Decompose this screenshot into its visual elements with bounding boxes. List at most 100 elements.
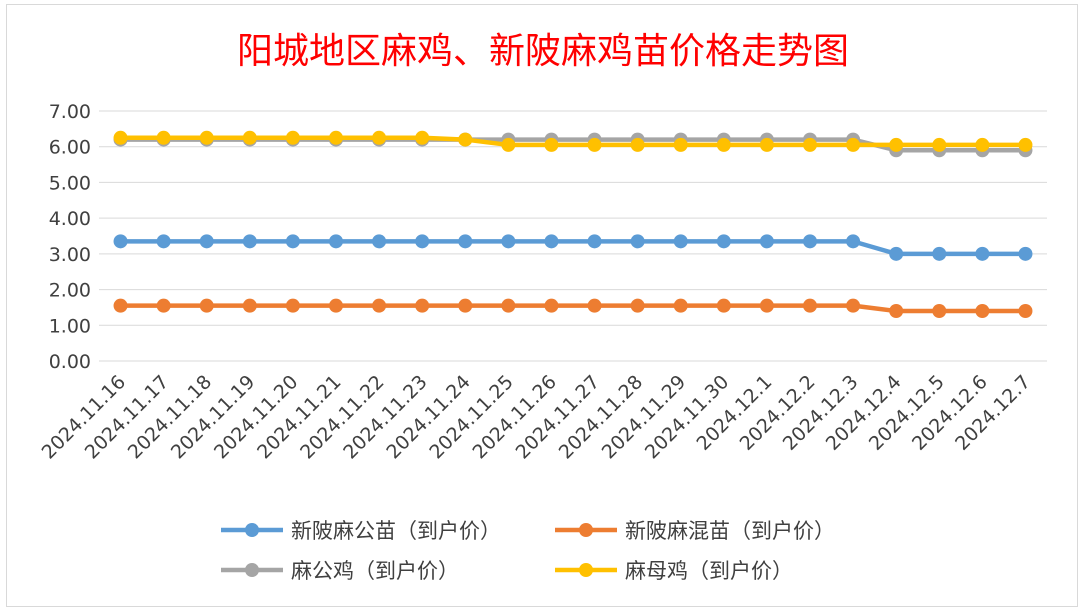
legend: 新陂麻公苗（到户价） 新陂麻混苗（到户价） 麻公鸡（到户价） 麻母鸡（到户价） bbox=[221, 519, 835, 583]
legend-label: 麻公鸡（到户价） bbox=[291, 559, 459, 583]
data-point bbox=[975, 304, 990, 318]
grid bbox=[99, 110, 1047, 362]
data-point bbox=[716, 234, 731, 249]
data-point bbox=[285, 130, 300, 145]
data-point bbox=[803, 298, 817, 313]
data-point bbox=[113, 234, 128, 249]
data-point bbox=[415, 234, 430, 249]
data-point bbox=[372, 234, 387, 249]
legend-swatch-marker bbox=[579, 523, 593, 537]
data-point bbox=[372, 298, 387, 313]
data-point bbox=[329, 298, 343, 313]
data-point bbox=[242, 130, 257, 145]
data-point bbox=[932, 304, 947, 318]
legend-swatch-marker bbox=[245, 563, 259, 577]
data-point bbox=[975, 246, 990, 261]
legend-swatch-marker bbox=[245, 523, 259, 537]
data-point bbox=[501, 298, 516, 313]
data-point bbox=[889, 304, 904, 318]
series-layer bbox=[113, 130, 1033, 318]
data-point bbox=[242, 234, 257, 249]
data-point bbox=[587, 234, 602, 249]
data-point bbox=[415, 130, 430, 145]
data-point bbox=[673, 234, 688, 249]
data-point bbox=[458, 298, 473, 313]
series-1 bbox=[113, 298, 1033, 318]
legend-item: 新陂麻公苗（到户价） bbox=[221, 519, 501, 543]
data-point bbox=[846, 234, 861, 249]
y-tick-label: 3.00 bbox=[49, 244, 91, 266]
data-point bbox=[372, 130, 387, 145]
data-point bbox=[199, 298, 214, 313]
data-point bbox=[630, 298, 645, 313]
data-point bbox=[759, 298, 774, 313]
data-point bbox=[673, 298, 688, 313]
data-point bbox=[673, 137, 688, 152]
legend-item: 麻母鸡（到户价） bbox=[555, 559, 793, 583]
series-0 bbox=[113, 234, 1033, 261]
data-point bbox=[889, 137, 904, 152]
data-point bbox=[544, 137, 559, 152]
y-tick-label: 1.00 bbox=[49, 315, 91, 337]
data-point bbox=[113, 130, 128, 145]
data-point bbox=[458, 132, 473, 147]
data-point bbox=[932, 137, 947, 152]
data-point bbox=[199, 234, 214, 249]
data-point bbox=[1018, 304, 1033, 318]
y-tick-label: 0.00 bbox=[49, 351, 91, 373]
data-point bbox=[716, 137, 731, 152]
data-point bbox=[285, 298, 300, 313]
data-point bbox=[759, 234, 774, 249]
y-tick-label: 4.00 bbox=[49, 208, 91, 230]
series-line bbox=[120, 303, 1026, 314]
data-point bbox=[803, 137, 817, 152]
data-point bbox=[285, 234, 300, 249]
y-tick-label: 5.00 bbox=[49, 172, 91, 194]
data-point bbox=[975, 137, 990, 152]
data-point bbox=[113, 298, 128, 313]
data-point bbox=[1018, 137, 1033, 152]
data-point bbox=[630, 137, 645, 152]
series-line bbox=[120, 135, 1026, 148]
x-axis-ticks: 2024.11.162024.11.172024.11.182024.11.19… bbox=[38, 371, 1035, 463]
y-tick-label: 6.00 bbox=[49, 137, 91, 159]
legend-swatch-marker bbox=[579, 563, 593, 577]
legend-label: 麻母鸡（到户价） bbox=[625, 559, 793, 583]
data-point bbox=[156, 298, 171, 313]
legend-item: 麻公鸡（到户价） bbox=[221, 559, 459, 583]
y-tick-label: 2.00 bbox=[49, 280, 91, 302]
data-point bbox=[156, 234, 171, 249]
data-point bbox=[544, 234, 559, 249]
data-point bbox=[587, 298, 602, 313]
data-point bbox=[199, 130, 214, 145]
data-point bbox=[846, 298, 861, 313]
data-point bbox=[803, 234, 817, 249]
data-point bbox=[415, 298, 430, 313]
data-point bbox=[759, 137, 774, 152]
series-3 bbox=[113, 130, 1033, 152]
data-point bbox=[242, 298, 257, 313]
data-point bbox=[932, 246, 947, 261]
y-axis-ticks: 0.00 1.00 2.00 3.00 4.00 5.00 6.00 7.00 bbox=[49, 101, 91, 373]
legend-label: 新陂麻公苗（到户价） bbox=[291, 519, 501, 543]
data-point bbox=[329, 130, 343, 145]
data-point bbox=[630, 234, 645, 249]
data-point bbox=[544, 298, 559, 313]
data-point bbox=[458, 234, 473, 249]
data-point bbox=[846, 137, 861, 152]
data-point bbox=[716, 298, 731, 313]
series-line bbox=[120, 239, 1026, 257]
chart-title: 阳城地区麻鸡、新陂麻鸡苗价格走势图 bbox=[237, 31, 849, 72]
legend-item: 新陂麻混苗（到户价） bbox=[555, 519, 835, 543]
y-tick-label: 7.00 bbox=[49, 101, 91, 123]
chart-frame: 阳城地区麻鸡、新陂麻鸡苗价格走势图 0.00 1.00 2.00 3.00 4.00 5.… bbox=[6, 4, 1078, 607]
data-point bbox=[1018, 246, 1033, 261]
data-point bbox=[501, 137, 516, 152]
line-chart: 阳城地区麻鸡、新陂麻鸡苗价格走势图 0.00 1.00 2.00 3.00 4.00 5.… bbox=[38, 31, 1047, 583]
data-point bbox=[156, 130, 171, 145]
data-point bbox=[329, 234, 343, 249]
data-point bbox=[501, 234, 516, 249]
data-point bbox=[587, 137, 602, 152]
legend-label: 新陂麻混苗（到户价） bbox=[625, 519, 835, 543]
data-point bbox=[889, 246, 904, 261]
